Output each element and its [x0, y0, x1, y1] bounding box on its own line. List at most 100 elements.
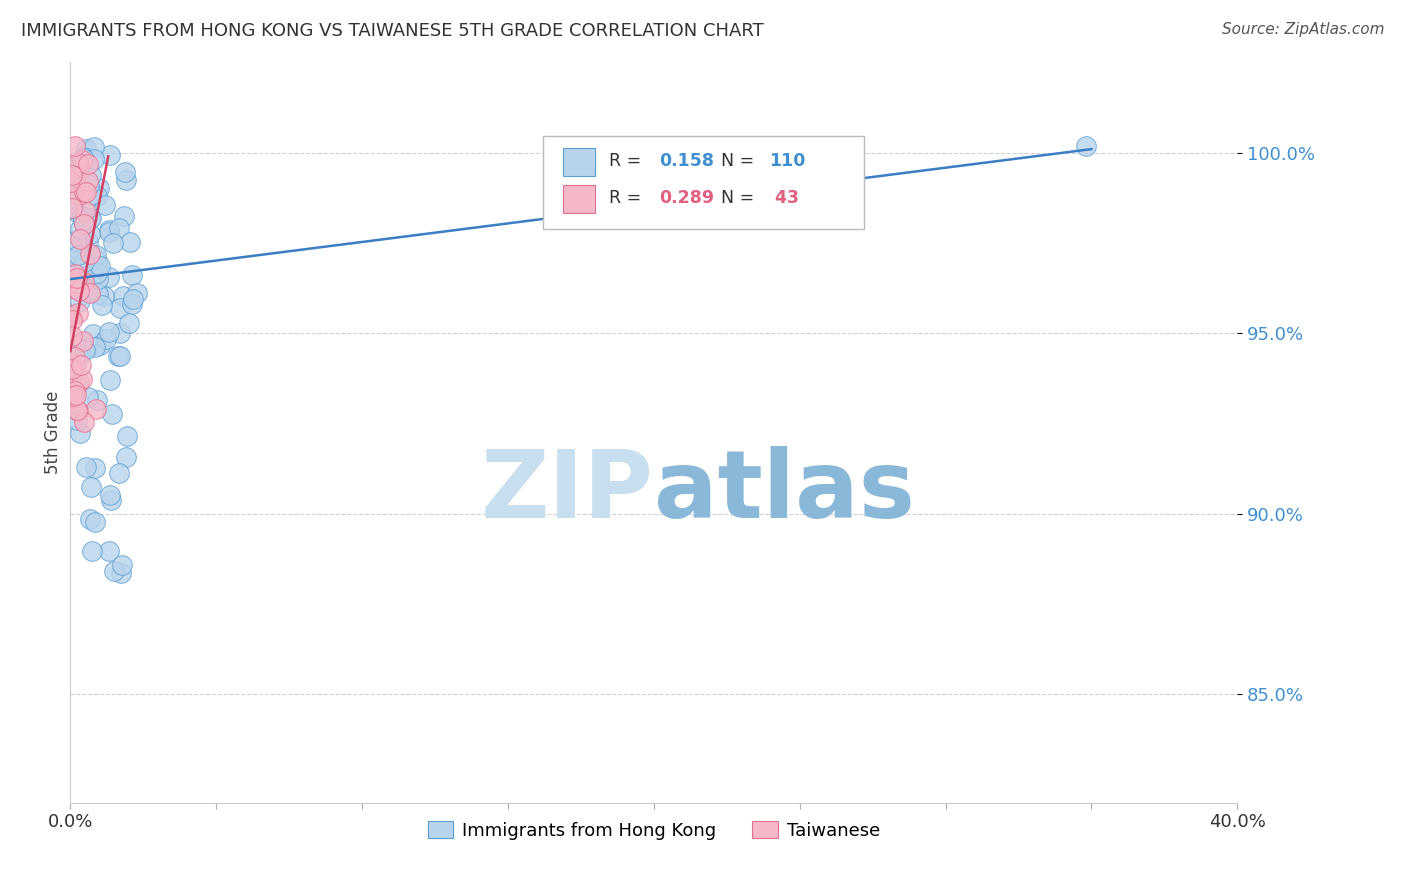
Point — [87, 286, 110, 301]
Point — [62, 279, 84, 293]
Point — [67, 306, 90, 320]
Point — [73, 157, 96, 171]
Point — [112, 210, 135, 224]
Point — [60, 201, 83, 215]
Point — [77, 178, 100, 193]
Point — [66, 248, 89, 262]
Point — [66, 242, 89, 256]
Point — [63, 384, 86, 398]
Point — [115, 173, 138, 187]
Point — [86, 253, 108, 268]
Point — [108, 349, 131, 363]
Text: ZIP: ZIP — [481, 446, 654, 538]
Point — [75, 459, 97, 474]
Point — [79, 480, 101, 494]
Point — [127, 285, 149, 300]
Point — [108, 301, 131, 316]
Text: atlas: atlas — [654, 446, 915, 538]
Text: Source: ZipAtlas.com: Source: ZipAtlas.com — [1222, 22, 1385, 37]
Point — [60, 168, 83, 182]
Point — [100, 493, 122, 508]
Point — [86, 266, 108, 280]
Point — [115, 450, 138, 464]
Point — [69, 158, 91, 172]
Point — [72, 151, 94, 165]
Point — [70, 265, 93, 279]
Point — [77, 390, 100, 404]
Point — [63, 169, 86, 184]
Point — [63, 267, 86, 281]
Point — [75, 343, 97, 357]
Point — [87, 181, 110, 195]
Point — [83, 249, 105, 263]
Point — [69, 293, 91, 308]
Point — [72, 260, 94, 275]
Point — [73, 217, 96, 231]
Point — [60, 175, 83, 189]
Text: R =: R = — [609, 152, 647, 169]
Point — [69, 347, 91, 361]
Point — [112, 289, 135, 303]
Point — [67, 375, 90, 389]
Point — [93, 288, 115, 302]
Point — [67, 403, 90, 417]
Point — [66, 159, 89, 173]
Text: R =: R = — [609, 189, 647, 207]
FancyBboxPatch shape — [543, 136, 863, 229]
Point — [65, 138, 87, 153]
Point — [117, 429, 139, 443]
Point — [76, 247, 98, 261]
Point — [107, 349, 129, 363]
Point — [97, 223, 120, 237]
Point — [89, 259, 111, 273]
Point — [65, 388, 87, 402]
Point — [65, 233, 87, 247]
Point — [59, 387, 82, 401]
Point — [98, 147, 121, 161]
Point — [87, 285, 110, 299]
Point — [98, 488, 121, 502]
Point — [65, 357, 87, 371]
Point — [91, 298, 114, 312]
Point — [70, 372, 93, 386]
Point — [63, 264, 86, 278]
Point — [69, 187, 91, 202]
Point — [110, 566, 132, 580]
Point — [82, 326, 104, 341]
Point — [121, 292, 143, 306]
Text: 110: 110 — [769, 152, 806, 169]
Point — [76, 341, 98, 355]
Legend: Immigrants from Hong Kong, Taiwanese: Immigrants from Hong Kong, Taiwanese — [420, 814, 887, 847]
Point — [108, 326, 131, 340]
Point — [70, 358, 93, 372]
Point — [67, 155, 90, 169]
Point — [98, 269, 121, 284]
Bar — [562, 147, 596, 176]
Point — [108, 466, 131, 480]
Point — [86, 189, 108, 203]
Y-axis label: 5th Grade: 5th Grade — [44, 391, 62, 475]
Point — [69, 221, 91, 235]
Point — [73, 153, 96, 167]
Point — [80, 168, 103, 182]
Point — [111, 558, 134, 572]
Point — [118, 317, 141, 331]
Point — [62, 249, 84, 263]
Point — [60, 362, 83, 376]
Point — [65, 351, 87, 365]
Point — [60, 391, 83, 405]
Text: 0.289: 0.289 — [659, 189, 714, 207]
Point — [84, 515, 107, 529]
Point — [114, 164, 136, 178]
Point — [82, 544, 104, 558]
Point — [79, 265, 101, 279]
Point — [75, 204, 97, 219]
Point — [83, 340, 105, 354]
Point — [80, 188, 103, 202]
Point — [67, 207, 90, 221]
Point — [62, 389, 84, 403]
Bar — [562, 185, 596, 212]
Point — [101, 408, 124, 422]
Point — [65, 280, 87, 294]
Point — [103, 564, 125, 578]
